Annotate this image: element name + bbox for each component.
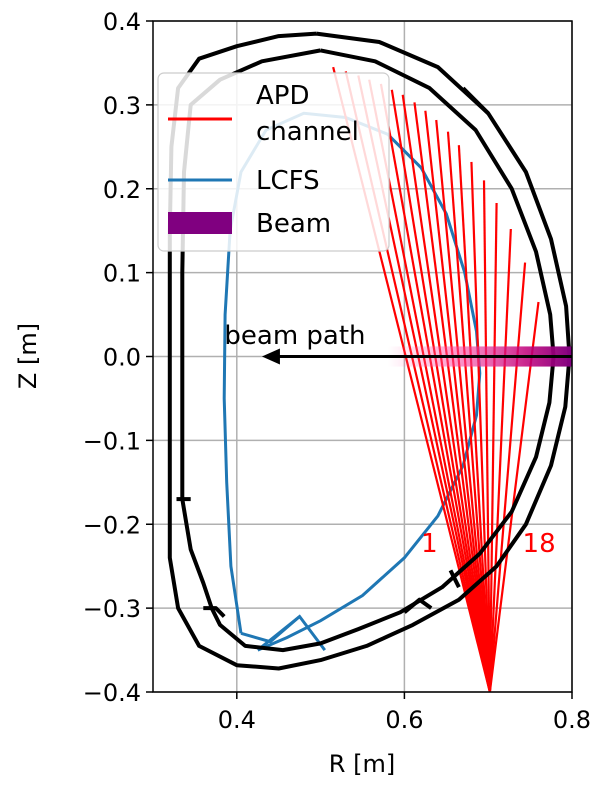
legend-beam-swatch (168, 212, 232, 234)
x-tick-label: 0.4 (218, 706, 256, 734)
legend-apd-label-line2: channel (256, 117, 359, 147)
y-tick-label: 0.3 (103, 92, 141, 120)
y-tick-label: −0.2 (83, 511, 141, 539)
channel-first-label: 1 (421, 529, 438, 559)
apd-channel-line-13 (470, 161, 491, 692)
lcfs-divertor-leg (256, 615, 301, 652)
apd-channel-line-10 (435, 119, 491, 692)
apd-channel-line-15 (488, 202, 498, 692)
vessel-wall-segment (203, 606, 226, 618)
y-axis-label: Z [m] (14, 323, 42, 389)
apd-channel-line-7 (401, 94, 491, 692)
x-axis-label: R [m] (329, 750, 395, 778)
channel-last-label: 18 (523, 529, 556, 559)
vessel-wall-inner (180, 48, 556, 653)
apd-channel-line-18 (488, 301, 540, 692)
y-tick-label: 0.0 (103, 344, 141, 372)
apd-channel-line-6 (390, 89, 491, 692)
annotations: beam path 1 18 (224, 321, 555, 559)
y-tick-label: −0.4 (83, 679, 141, 707)
legend-apd-label-line1: APD (256, 81, 310, 111)
vessel-wall-segment (461, 86, 490, 115)
x-tick-label: 0.8 (553, 706, 591, 734)
y-tick-label: 0.2 (103, 176, 141, 204)
y-tick-label: 0.1 (103, 260, 141, 288)
apd-channel-line-16 (488, 228, 512, 692)
legend-beam-label: Beam (256, 209, 331, 239)
beam-path-label: beam path (224, 321, 365, 351)
beam-layer (261, 346, 572, 367)
apd-channel-line-12 (457, 145, 491, 692)
apd-channel-line-17 (488, 262, 527, 692)
y-tick-label: 0.4 (103, 8, 141, 36)
beam-path-arrow-head (261, 348, 280, 365)
axis-ticks: 0.4 0.6 0.8 −0.4 −0.3 −0.2 −0.1 0.0 0.1 0.2 0.3 0.4 (83, 8, 591, 734)
plot-area (167, 31, 572, 692)
x-tick-label: 0.6 (385, 706, 423, 734)
apd-channels-layer (332, 66, 540, 692)
apd-channel-line-8 (413, 102, 491, 692)
apd-channel-line-11 (446, 131, 491, 692)
apd-channel-line-14 (482, 180, 491, 692)
y-tick-label: −0.3 (83, 595, 141, 623)
apd-channel-line-9 (424, 110, 491, 692)
legend-lcfs-label: LCFS (256, 166, 320, 196)
vessel-wall-segment (448, 569, 461, 589)
legend: APD channel LCFS Beam (157, 72, 390, 252)
y-tick-label: −0.1 (83, 427, 141, 455)
vessel-wall-segment (403, 597, 433, 614)
